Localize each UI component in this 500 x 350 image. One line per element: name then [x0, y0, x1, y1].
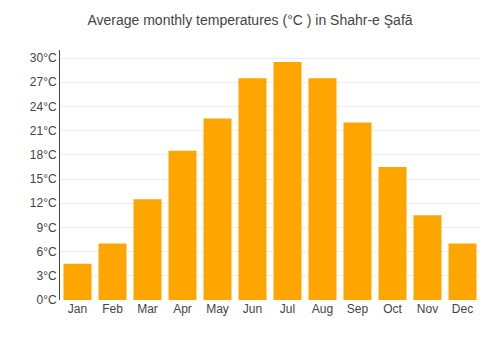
svg-text:Jan: Jan	[68, 302, 87, 316]
svg-text:Jul: Jul	[280, 302, 295, 316]
svg-text:Feb: Feb	[102, 302, 123, 316]
svg-text:24°C: 24°C	[30, 100, 57, 114]
svg-text:Oct: Oct	[383, 302, 402, 316]
svg-text:Mar: Mar	[137, 302, 158, 316]
svg-text:27°C: 27°C	[30, 75, 57, 89]
svg-text:Apr: Apr	[173, 302, 192, 316]
svg-text:Average monthly temperatures (: Average monthly temperatures (°C ) in Sh…	[87, 12, 412, 28]
svg-text:Aug: Aug	[312, 302, 333, 316]
svg-text:3°C: 3°C	[36, 269, 56, 283]
svg-text:Sep: Sep	[347, 302, 369, 316]
svg-text:May: May	[206, 302, 229, 316]
svg-text:9°C: 9°C	[36, 221, 56, 235]
svg-text:30°C: 30°C	[30, 51, 57, 65]
svg-text:Dec: Dec	[452, 302, 473, 316]
svg-text:0°C: 0°C	[36, 293, 56, 307]
svg-text:6°C: 6°C	[36, 245, 56, 259]
svg-text:12°C: 12°C	[30, 196, 57, 210]
svg-text:21°C: 21°C	[30, 124, 57, 138]
svg-text:18°C: 18°C	[30, 148, 57, 162]
svg-text:Jun: Jun	[243, 302, 262, 316]
svg-text:15°C: 15°C	[30, 172, 57, 186]
svg-text:Nov: Nov	[417, 302, 438, 316]
